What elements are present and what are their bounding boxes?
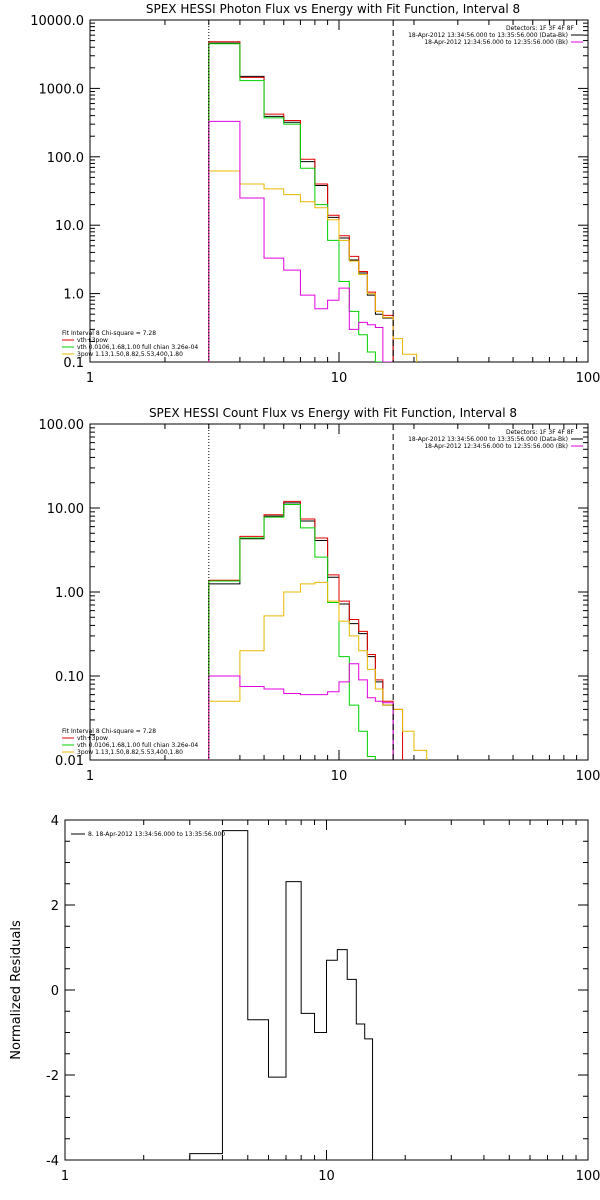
y-tick-label: 0.1 <box>63 356 84 371</box>
residuals-panel: Normalized Residuals 1 10 100 -4 -2 0 2 4 8. 18-A… <box>9 814 600 1184</box>
detectors-label: Detectors: 1F 3F 4F 8F <box>506 429 575 436</box>
series-line-vth <box>208 504 376 760</box>
y-tick-label: 0.10 <box>55 670 84 685</box>
legend-entry-label: 18-Apr-2012 13:34:56.000 to 13:35:56.000… <box>408 32 568 39</box>
legend-entry-label: 18-Apr-2012 13:34:56.000 to 13:35:56.000… <box>408 436 568 443</box>
series-line-bk <box>208 120 394 362</box>
fit-info-label: Fit Interval 8 Chi-square = 7.28 <box>62 330 156 337</box>
series-line-3pow <box>208 581 428 760</box>
x-tick-label: 100 <box>576 769 600 784</box>
x-tick-label: 10 <box>318 1169 335 1184</box>
y-tick-label: 100.0 <box>47 151 84 166</box>
y-tick-label: 10.0 <box>55 219 84 234</box>
legend-entry-label: 18-Apr-2012 12:34:56.000 to 12:35:56.000… <box>424 443 568 450</box>
y-tick-label: 10.00 <box>47 502 84 517</box>
y-tick-label: -2 <box>46 1069 59 1084</box>
y-tick-label: 2 <box>51 899 59 914</box>
legend-entry-label: 18-Apr-2012 12:34:56.000 to 12:35:56.000… <box>424 39 568 46</box>
legend-entry-label: 3pow 1.13,1.50,8.82,5.53,400,1.80 <box>77 351 183 358</box>
y-tick-label: 1000.0 <box>39 82 85 97</box>
x-tick-label: 100 <box>576 371 600 386</box>
detectors-label: Detectors: 1F 3F 4F 8F <box>506 25 575 32</box>
fit-info-label: Fit Interval 8 Chi-square = 7.28 <box>62 728 156 735</box>
y-tick-label: 100.00 <box>39 418 85 433</box>
y-tick-label: 10000.0 <box>30 14 84 29</box>
legend-entry-label: vth+3pow <box>77 337 108 344</box>
legend-entry-label: vth+3pow <box>77 735 108 742</box>
series-line-vth <box>208 43 394 362</box>
photon-flux-panel: SPEX HESSI Photon Flux vs Energy with Fi… <box>30 2 600 386</box>
legend-entry-label: 8. 18-Apr-2012 13:34:56.000 to 13:35:56.… <box>88 831 225 838</box>
chart-title: SPEX HESSI Count Flux vs Energy with Fit… <box>149 406 517 420</box>
x-tick-label: 10 <box>331 371 348 386</box>
series-line-8-18-apr-2012-13-34-56-000-to-13-35-56-000 <box>189 830 384 1160</box>
x-tick-label: 1 <box>86 769 94 784</box>
x-tick-label: 1 <box>86 371 94 386</box>
y-axis-label: Normalized Residuals <box>9 920 24 1060</box>
series-group <box>189 830 384 1160</box>
y-tick-label: -4 <box>46 1154 59 1169</box>
series-line-bk <box>208 663 394 760</box>
y-tick-label: 4 <box>51 814 59 829</box>
x-tick-label: 10 <box>331 769 348 784</box>
x-tick-label: 100 <box>576 1169 600 1184</box>
series-group <box>208 500 428 760</box>
count-flux-panel: SPEX HESSI Count Flux vs Energy with Fit… <box>39 406 600 784</box>
legend-entry-label: vth 0.0106,1.68,1.00 full chian 3.26e-04 <box>77 344 198 351</box>
chart-title: SPEX HESSI Photon Flux vs Energy with Fi… <box>146 2 520 16</box>
legend-entry-label: vth 0.0106,1.68,1.00 full chian 3.26e-04 <box>77 742 198 749</box>
x-tick-label: 1 <box>61 1169 69 1184</box>
y-tick-label: 1.0 <box>63 288 84 303</box>
legend-entry-label: 3pow 1.13,1.50,8.82,5.53,400,1.80 <box>77 749 183 756</box>
y-tick-label: 0.01 <box>55 754 84 769</box>
y-tick-label: 0 <box>51 984 59 999</box>
series-line-3pow <box>208 170 418 362</box>
y-tick-label: 1.00 <box>55 586 84 601</box>
series-group <box>208 41 418 362</box>
